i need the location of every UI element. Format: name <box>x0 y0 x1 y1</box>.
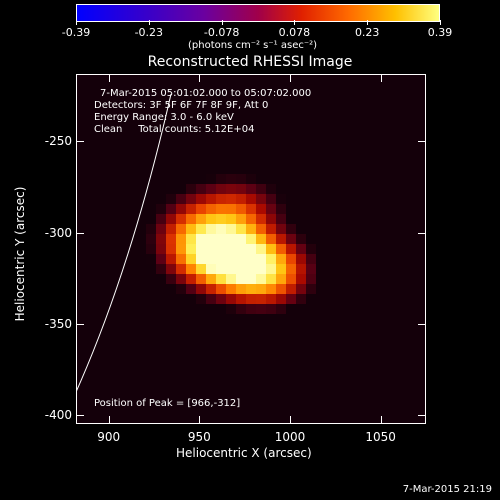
plot-title: Reconstructed RHESSI Image <box>0 54 500 70</box>
x-tick-mark <box>290 74 291 82</box>
x-tick-label: 1050 <box>365 430 396 444</box>
colorbar-tick-label: -0.078 <box>204 26 239 39</box>
y-tick-mark <box>76 233 84 234</box>
y-tick-mark <box>418 415 426 416</box>
info-energy-range: Energy Range: 3.0 - 6.0 keV <box>94 112 234 123</box>
y-tick-label: -250 <box>45 134 72 148</box>
y-axis-label: Heliocentric Y (arcsec) <box>13 187 27 322</box>
colorbar-tick-label: 0.39 <box>428 26 453 39</box>
colorbar-units: (photons cm⁻² s⁻¹ asec⁻²) <box>188 40 317 51</box>
x-tick-label: 1000 <box>275 430 306 444</box>
y-tick-mark <box>76 324 84 325</box>
x-tick-mark <box>199 74 200 82</box>
x-tick-mark <box>381 416 382 424</box>
x-axis-label: Heliocentric X (arcsec) <box>176 446 312 460</box>
info-detectors: Detectors: 3F 5F 6F 7F 8F 9F, Att 0 <box>94 100 268 111</box>
y-tick-mark <box>418 233 426 234</box>
y-tick-mark <box>76 141 84 142</box>
colorbar-tick-mark <box>367 20 368 25</box>
x-tick-label: 950 <box>188 430 211 444</box>
colorbar-tick-mark <box>149 20 150 25</box>
peak-position: Position of Peak = [966,-312] <box>94 398 240 409</box>
colorbar-tick-label: -0.39 <box>62 26 90 39</box>
colorbar-tick-label: 0.23 <box>355 26 380 39</box>
y-tick-label: -350 <box>45 317 72 331</box>
footer-timestamp: 7-Mar-2015 21:19 <box>403 484 492 495</box>
y-tick-label: -400 <box>45 408 72 422</box>
y-tick-label: -300 <box>45 226 72 240</box>
x-tick-mark <box>381 74 382 82</box>
colorbar-tick-label: 0.078 <box>279 26 311 39</box>
y-tick-mark <box>418 141 426 142</box>
colorbar-tick-mark <box>222 20 223 25</box>
colorbar-tick-mark <box>76 20 77 25</box>
x-tick-mark <box>109 74 110 82</box>
y-tick-mark <box>76 415 84 416</box>
info-clean-counts: Clean Total counts: 5.12E+04 <box>94 124 254 135</box>
image-plot: 7-Mar-2015 05:01:02.000 to 05:07:02.000 … <box>76 74 426 424</box>
colorbar-tick-mark <box>440 20 441 25</box>
colorbar-tick-mark <box>294 20 295 25</box>
colorbar-tick-label: -0.23 <box>135 26 163 39</box>
x-tick-mark <box>199 416 200 424</box>
x-tick-mark <box>290 416 291 424</box>
info-time-range: 7-Mar-2015 05:01:02.000 to 05:07:02.000 <box>100 88 311 99</box>
colorbar <box>76 4 440 22</box>
x-tick-mark <box>109 416 110 424</box>
y-tick-mark <box>418 324 426 325</box>
x-tick-label: 900 <box>97 430 120 444</box>
